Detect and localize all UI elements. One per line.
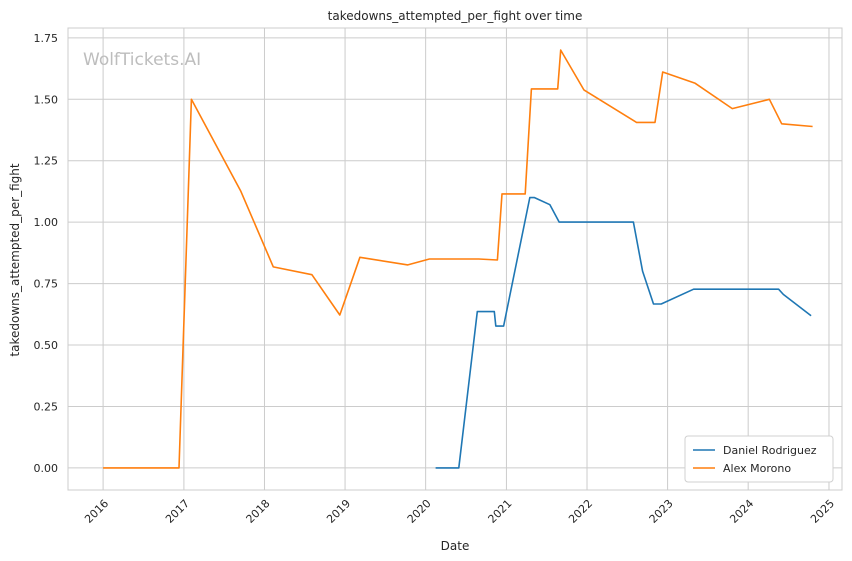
x-tick-label: 2024 [727, 497, 756, 526]
chart-title: takedowns_attempted_per_fight over time [328, 9, 583, 23]
y-tick-label: 0.25 [34, 400, 59, 413]
y-axis-title: takedowns_attempted_per_fight [8, 163, 22, 356]
x-tick-label: 2017 [163, 497, 192, 526]
x-tick-label: 2020 [405, 497, 434, 526]
y-tick-label: 1.75 [34, 32, 59, 45]
x-axis-title: Date [441, 539, 470, 553]
plot-frame [67, 27, 843, 491]
series-line-daniel-rodriguez [435, 196, 812, 469]
series-line-alex-morono [103, 49, 813, 469]
y-tick-label: 0.00 [34, 462, 59, 475]
legend-box [684, 435, 834, 483]
x-tick-label: 2016 [82, 497, 111, 526]
y-tick-label: 1.00 [34, 216, 59, 229]
x-tick-label: 2025 [808, 497, 837, 526]
x-tick-label: 2022 [566, 497, 595, 526]
legend-label: Alex Morono [723, 462, 791, 475]
plot-area: 0.00 0.25 0.50 0.75 1.00 1.25 1.50 1.75 2016 2017… [34, 27, 843, 526]
watermark-text: WolfTickets.AI [83, 50, 201, 70]
y-tick-label: 0.75 [34, 278, 59, 291]
x-tick-label: 2018 [244, 497, 273, 526]
x-tick-label: 2023 [647, 497, 676, 526]
x-tick-label: 2019 [324, 497, 353, 526]
legend-label: Daniel Rodriguez [723, 444, 817, 457]
y-tick-label: 1.25 [34, 155, 59, 168]
x-tick-label: 2021 [486, 497, 515, 526]
y-tick-label: 1.50 [34, 93, 59, 106]
y-tick-label: 0.50 [34, 339, 59, 352]
